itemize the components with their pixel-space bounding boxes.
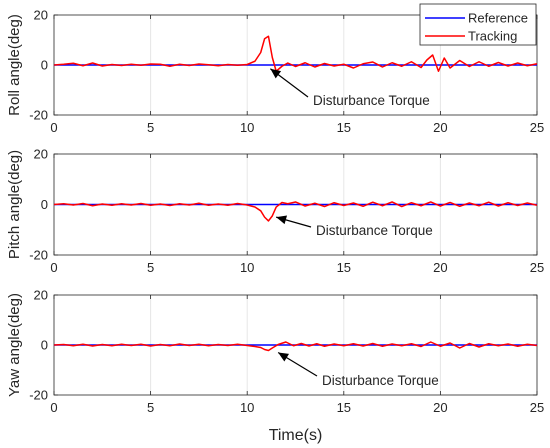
legend-label: Tracking: [468, 29, 517, 44]
x-tick-label: 25: [530, 400, 544, 415]
y-tick-label: 20: [34, 288, 48, 303]
x-tick-label: 15: [337, 120, 351, 135]
x-tick-label: 5: [147, 400, 154, 415]
x-tick-label: 10: [240, 400, 254, 415]
legend-box: [419, 3, 537, 46]
y-tick-label: 0: [41, 197, 48, 212]
y-tick-label: -20: [29, 108, 48, 123]
x-tick-label: 15: [337, 260, 351, 275]
legend-label: Reference: [468, 11, 528, 26]
annotation-arrow-head: [278, 352, 289, 362]
x-tick-label: 10: [240, 260, 254, 275]
x-tick-label: 20: [433, 400, 447, 415]
x-tick-label: 0: [50, 260, 57, 275]
x-tick-label: 25: [530, 120, 544, 135]
x-tick-label: 20: [433, 120, 447, 135]
annotation-arrow-head: [270, 68, 282, 79]
x-tick-label: 0: [50, 400, 57, 415]
x-tick-label: 5: [147, 260, 154, 275]
series-line-tracking: [53, 35, 538, 72]
series-line-tracking: [53, 341, 538, 352]
y-tick-label: 20: [34, 8, 48, 23]
x-tick-label: 25: [530, 260, 544, 275]
x-tick-label: 0: [50, 120, 57, 135]
series-line-tracking: [53, 201, 538, 222]
annotation-text: Disturbance Torque: [322, 373, 439, 388]
y-axis-label: Pitch angle(deg): [6, 150, 23, 259]
y-axis-label: Roll angle(deg): [6, 14, 23, 116]
annotation-text: Disturbance Torque: [316, 223, 433, 238]
annotation-arrow-head: [276, 215, 288, 225]
annotation-text: Disturbance Torque: [313, 93, 430, 108]
legend: Reference Tracking: [419, 3, 537, 46]
y-tick-label: -20: [29, 248, 48, 263]
x-tick-label: 10: [240, 120, 254, 135]
x-tick-label: 15: [337, 400, 351, 415]
y-axis-label: Yaw angle(deg): [6, 293, 23, 397]
y-tick-label: 0: [41, 58, 48, 73]
x-axis-label: Time(s): [269, 427, 323, 444]
x-tick-label: 20: [433, 260, 447, 275]
y-tick-label: -20: [29, 388, 48, 403]
x-tick-label: 5: [147, 120, 154, 135]
y-tick-label: 0: [41, 338, 48, 353]
y-tick-label: 20: [34, 147, 48, 162]
